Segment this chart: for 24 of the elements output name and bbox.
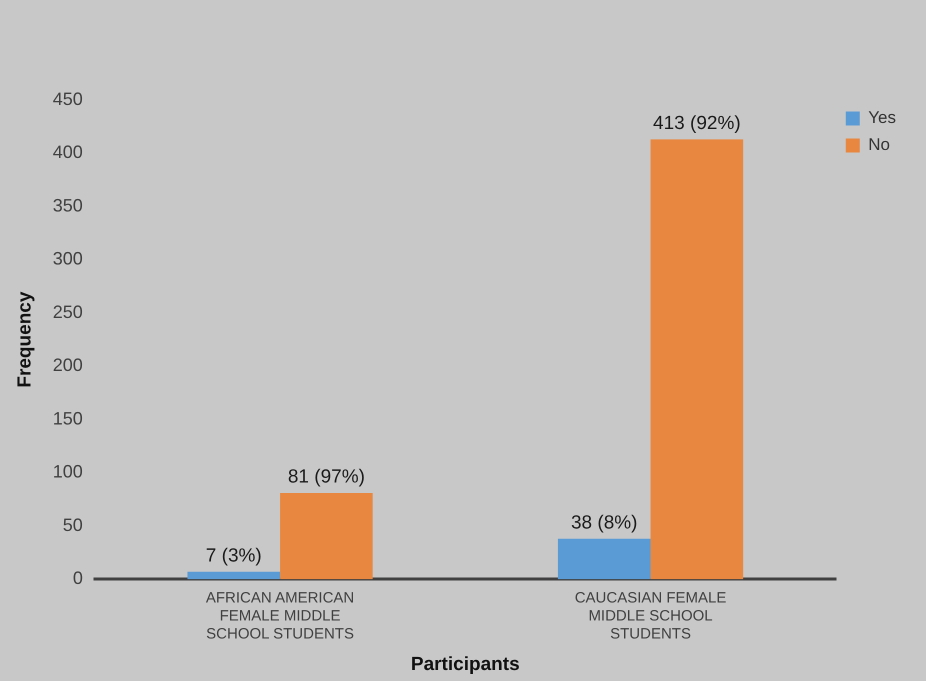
legend-label: No <box>868 135 890 154</box>
x-tick-label: CAUCASIAN FEMALE MIDDLE SCHOOL STUDENTS <box>574 589 726 642</box>
y-tick-label: 350 <box>52 195 83 216</box>
x-axis-title: Participants <box>410 654 520 675</box>
y-tick-label: 0 <box>72 568 83 588</box>
y-tick-label: 150 <box>52 408 83 428</box>
y-tick-label: 50 <box>62 514 83 535</box>
x-tick-label: AFRICAN AMERICAN FEMALE MIDDLE SCHOOL STUDENTS <box>206 589 354 642</box>
legend-label: Yes <box>868 108 896 128</box>
y-tick-label: 450 <box>52 88 83 109</box>
bar <box>650 139 744 580</box>
bar <box>558 538 651 580</box>
y-tick-label: 200 <box>52 355 83 376</box>
y-tick-label: 100 <box>52 462 83 482</box>
bar <box>187 572 280 580</box>
y-tick-label: 400 <box>52 142 83 162</box>
data-label: 81 (97%) <box>288 466 365 488</box>
y-axis-title: Frequency <box>14 291 36 388</box>
y-tick-label: 300 <box>52 248 83 269</box>
bar <box>280 492 373 580</box>
data-label: 7 (3%) <box>206 545 262 566</box>
data-label: 38 (8%) <box>570 512 638 534</box>
data-label: 413 (92%) <box>653 113 741 134</box>
y-tick-label: 250 <box>52 302 83 322</box>
